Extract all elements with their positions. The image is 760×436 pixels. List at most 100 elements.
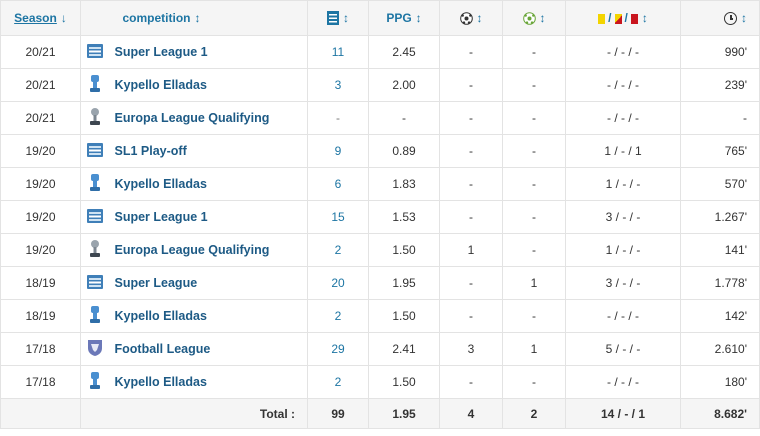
sort-desc-icon[interactable]: ↓ xyxy=(60,11,67,25)
cards-cell: 5 / - / - xyxy=(565,332,681,366)
season-cell: 20/21 xyxy=(0,101,81,135)
league-logo-icon[interactable] xyxy=(86,208,103,227)
cards-cell: - / - / - xyxy=(565,68,681,102)
sort-icon[interactable]: ↕ xyxy=(641,11,648,25)
cards-cell: 3 / - / - xyxy=(565,200,681,234)
appearances-link[interactable]: 29 xyxy=(307,332,369,366)
cards-cell: 1 / - / - xyxy=(565,233,681,267)
appearances-link[interactable]: 15 xyxy=(307,200,369,234)
assists-column-header[interactable]: ↕ xyxy=(502,0,566,36)
competition-header-label[interactable]: competition xyxy=(122,11,191,25)
cup-trophy-icon[interactable] xyxy=(88,371,102,393)
sort-icon[interactable]: ↕ xyxy=(539,10,546,25)
appearances-link[interactable]: 20 xyxy=(307,266,369,300)
competition-link[interactable]: Europa League Qualifying xyxy=(114,111,270,125)
league-logo-icon[interactable] xyxy=(86,43,103,62)
assist-ball-icon xyxy=(522,12,536,25)
sort-icon[interactable]: ↕ xyxy=(476,10,483,25)
appearances-link: - xyxy=(307,101,369,135)
appearances-icon xyxy=(327,11,339,26)
assists-cell: - xyxy=(502,299,566,333)
season-cell: 19/20 xyxy=(0,167,81,201)
red-card-icon xyxy=(630,13,638,24)
assists-cell: - xyxy=(502,365,566,399)
goals-cell: - xyxy=(439,134,503,168)
competition-link[interactable]: Europa League Qualifying xyxy=(114,243,270,257)
second-yellow-card-icon xyxy=(614,13,622,24)
competition-link[interactable]: Football League xyxy=(114,342,211,356)
ppg-cell: 0.89 xyxy=(368,134,440,168)
cup-trophy-icon[interactable] xyxy=(88,74,102,96)
minutes-cell: 765' xyxy=(680,134,760,168)
total-assists: 2 xyxy=(502,398,566,429)
goals-cell: - xyxy=(439,68,503,102)
appearances-link[interactable]: 11 xyxy=(307,35,369,69)
table-row: 19/20 Super League 1 15 1.53- -3 / - / -1.26… xyxy=(0,200,760,234)
competition-link[interactable]: Kypello Elladas xyxy=(114,375,207,389)
europa-trophy-icon[interactable] xyxy=(88,239,102,261)
competition-link[interactable]: Kypello Elladas xyxy=(114,177,207,191)
season-cell: 17/18 xyxy=(0,365,81,399)
competition-link[interactable]: Super League 1 xyxy=(114,210,208,224)
table-row: 19/20 Europa League Qualifying 2 1.50 1-1 / … xyxy=(0,233,760,267)
minutes-cell: 142' xyxy=(680,299,760,333)
shield-crest-icon[interactable] xyxy=(87,339,103,360)
totals-spacer xyxy=(0,398,81,429)
competition-link[interactable]: Kypello Elladas xyxy=(114,78,207,92)
minutes-cell: 180' xyxy=(680,365,760,399)
goals-cell: - xyxy=(439,200,503,234)
totals-label: Total : xyxy=(108,398,308,429)
sort-icon[interactable]: ↕ xyxy=(194,11,201,25)
season-column-header[interactable]: Season ↓ xyxy=(0,0,81,36)
table-row: 20/21 Super League 1 11 2.45- - - / - / -990' xyxy=(0,35,760,69)
table-body: 20/21 Super League 1 11 2.45- - - / - / -990'… xyxy=(0,35,760,399)
total-minutes: 8.682' xyxy=(680,398,760,429)
ppg-cell: 1.53 xyxy=(368,200,440,234)
europa-trophy-icon[interactable] xyxy=(88,107,102,129)
assists-cell: 1 xyxy=(502,332,566,366)
season-cell: 19/20 xyxy=(0,134,81,168)
table-row: 20/21 Europa League Qualifying - - - - - / - /… xyxy=(0,101,760,135)
sort-icon[interactable]: ↕ xyxy=(741,10,747,25)
ppg-cell: - xyxy=(368,101,440,135)
competition-column-header[interactable]: competition ↕ xyxy=(108,0,308,36)
total-goals: 4 xyxy=(439,398,503,429)
minutes-column-header[interactable]: ↕ xyxy=(680,0,760,36)
season-cell: 18/19 xyxy=(0,299,81,333)
season-cell: 18/19 xyxy=(0,266,81,300)
table-header-row: Season ↓ competition ↕ ↕ PPG ↕ ↕ ↕ / / ↕ ↕ xyxy=(0,0,760,36)
minutes-cell: 990' xyxy=(680,35,760,69)
appearances-link[interactable]: 3 xyxy=(307,68,369,102)
cards-cell: - / - / - xyxy=(565,299,681,333)
appearances-link[interactable]: 2 xyxy=(307,299,369,333)
sort-icon[interactable]: ↕ xyxy=(415,11,422,25)
cards-column-header[interactable]: / / ↕ xyxy=(565,0,681,36)
table-row: 19/20 SL1 Play-off 9 0.89- -1 / - / 1 765' xyxy=(0,134,760,168)
appearances-column-header[interactable]: ↕ xyxy=(307,0,369,36)
assists-cell: - xyxy=(502,134,566,168)
goals-column-header[interactable]: ↕ xyxy=(439,0,503,36)
ppg-column-header[interactable]: PPG ↕ xyxy=(368,0,440,36)
appearances-link[interactable]: 2 xyxy=(307,365,369,399)
cup-trophy-icon[interactable] xyxy=(88,305,102,327)
sort-icon[interactable]: ↕ xyxy=(343,10,349,25)
competition-link[interactable]: Super League xyxy=(114,276,198,290)
appearances-link[interactable]: 2 xyxy=(307,233,369,267)
assists-cell: - xyxy=(502,68,566,102)
appearances-link[interactable]: 9 xyxy=(307,134,369,168)
competition-link[interactable]: SL1 Play-off xyxy=(114,144,187,158)
competition-link[interactable]: Kypello Elladas xyxy=(114,309,207,323)
cup-trophy-icon[interactable] xyxy=(88,173,102,195)
league-logo-icon[interactable] xyxy=(86,274,103,293)
appearances-link[interactable]: 6 xyxy=(307,167,369,201)
goals-cell: - xyxy=(439,299,503,333)
goals-cell: - xyxy=(439,266,503,300)
total-appearances: 99 xyxy=(307,398,369,429)
ppg-cell: 1.50 xyxy=(368,233,440,267)
table-row: 17/18 Kypello Elladas 2 1.50- - - / - / -180' xyxy=(0,365,760,399)
competition-link[interactable]: Super League 1 xyxy=(114,45,208,59)
season-header-label[interactable]: Season xyxy=(14,11,57,25)
league-logo-icon[interactable] xyxy=(86,142,103,161)
assists-cell: - xyxy=(502,35,566,69)
